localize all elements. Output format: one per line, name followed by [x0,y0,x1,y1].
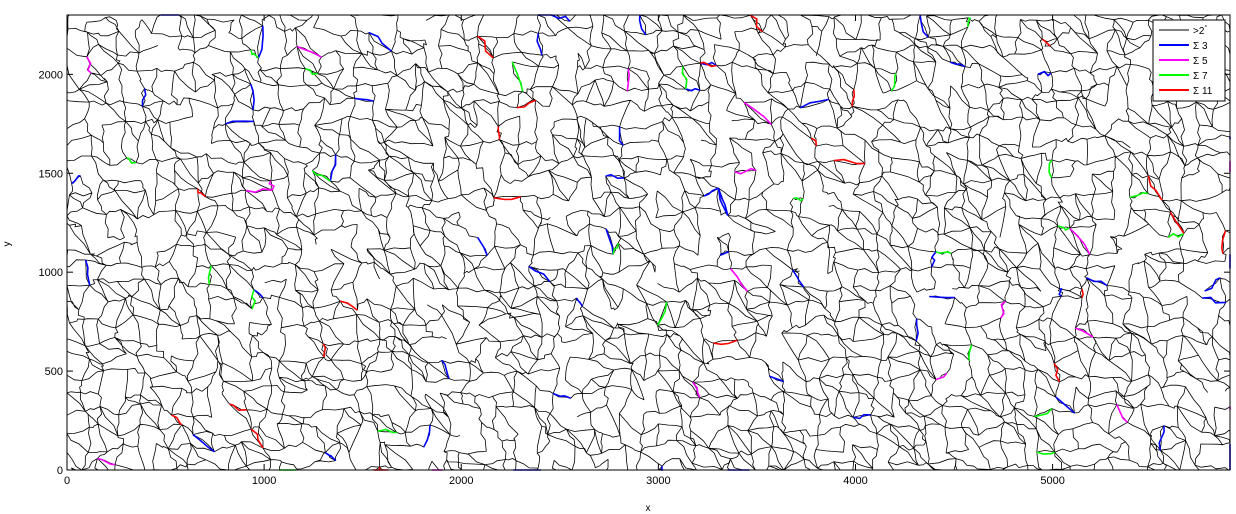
y-axis-ticks: 0 500 1000 1500 2000 [39,69,1230,477]
x-axis-ticks: 0 1000 2000 3000 4000 5000 [64,15,1065,487]
x-tick-label: 3000 [646,475,670,487]
x-tick-label: 1000 [252,475,276,487]
x-tick-label: 0 [64,475,70,487]
y-tick-label: 1000 [39,267,63,279]
legend-entry: Σ 7 [1193,71,1208,82]
legend-entry-sup: ° [1204,24,1207,32]
legend-entry: Σ 5 [1193,56,1208,67]
y-tick-label: 500 [45,366,63,378]
legend-entry: Σ 11 [1193,86,1213,97]
boundary-series-7 [126,17,1190,471]
legend-entry: >2° [1193,24,1207,37]
y-tick-label: 0 [57,465,63,477]
x-tick-label: 5000 [1040,475,1064,487]
boundary-series-11 [171,14,1227,471]
boundary-series-3 [71,14,1231,471]
legend: >2° Σ 3 Σ 5 Σ 7 Σ 11 [1152,19,1226,102]
y-tick-label: 1500 [39,168,63,180]
x-tick-label: 4000 [843,475,867,487]
special-boundary-layer [71,14,1231,471]
x-axis-label: x [646,503,651,514]
y-tick-label: 2000 [39,69,63,81]
legend-entry: Σ 3 [1193,41,1208,52]
y-axis-label: y [2,242,13,247]
plot-frame [66,14,1231,471]
x-tick-label: 2000 [449,475,473,487]
grain-boundary-layer [66,14,1231,471]
grain-boundaries-gt2 [66,14,1231,471]
